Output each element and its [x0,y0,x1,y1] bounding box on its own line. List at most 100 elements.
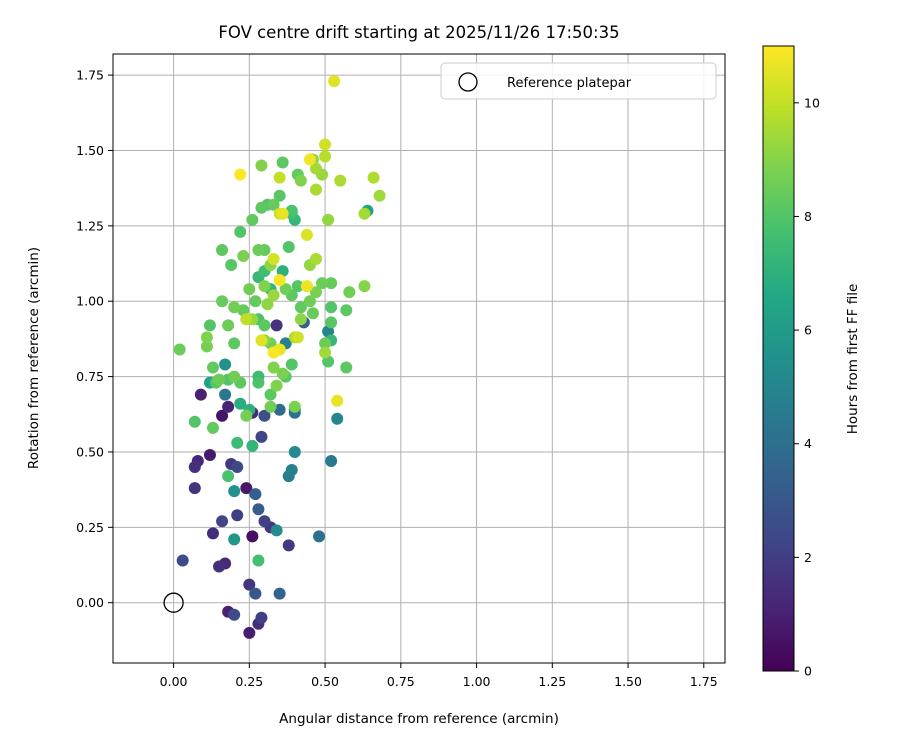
data-point [291,280,304,293]
data-point [255,201,268,214]
data-point [255,611,268,624]
data-point [294,174,307,187]
data-point [373,189,386,202]
data-point [255,430,268,443]
colorbar-frame [762,45,795,672]
data-point [252,376,265,389]
legend-box [440,62,717,100]
data-point [228,370,241,383]
data-point [319,337,332,350]
data-point [216,243,229,256]
data-point [294,301,307,314]
y-tick-label: 0.75 [76,369,104,384]
data-point [325,455,338,468]
data-point [225,259,238,272]
x-axis-ticks: 0.00 0.25 0.50 0.75 1.00 1.25 1.50 1.75 [160,663,718,689]
data-point [237,249,250,262]
data-point [276,367,289,380]
data-point [328,75,341,88]
data-point [249,587,262,600]
data-point [300,228,313,241]
colorbar-tick-label: 10 [804,95,820,110]
data-point [249,488,262,501]
data-point [234,168,247,181]
data-point [246,213,259,226]
data-point [309,183,322,196]
data-point [285,204,298,217]
data-point [203,319,216,332]
data-point [231,436,244,449]
data-point [340,304,353,317]
colorbar-tick-label: 8 [804,209,812,224]
y-tick-label: 1.00 [76,294,104,309]
data-point [267,253,280,266]
x-axis-label: Angular distance from reference (arcmin) [279,711,559,727]
data-point [306,307,319,320]
y-tick-label: 1.50 [76,143,104,158]
data-point [228,301,241,314]
data-point [213,373,226,386]
data-point [243,283,256,296]
y-tick-label: 1.75 [76,68,104,83]
data-point [300,280,313,293]
y-tick-label: 1.25 [76,218,104,233]
data-point [267,346,280,359]
data-point [173,343,186,356]
data-point [264,388,277,401]
data-point [358,207,371,220]
data-point [288,400,301,413]
colorbar-gradient [763,46,794,671]
data-point [243,626,256,639]
colorbar-label: Hours from first FF file [845,284,861,435]
data-point [322,325,335,338]
y-tick-label: 0.25 [76,520,104,535]
data-point [206,527,219,540]
data-points [173,75,386,639]
data-point [291,331,304,344]
data-point [279,283,292,296]
data-point [246,439,259,452]
data-point [246,530,259,543]
data-point [231,461,244,474]
data-point [343,286,356,299]
data-point [203,448,216,461]
data-point [213,560,226,573]
data-point [273,171,286,184]
data-point [216,515,229,528]
data-point [228,337,241,350]
data-point [219,388,232,401]
data-point [276,207,289,220]
data-point [358,280,371,293]
colorbar-tick-label: 6 [804,323,812,338]
data-point [240,409,253,422]
data-point [325,301,338,314]
data-point [252,503,265,516]
x-tick-label: 0.25 [235,674,263,689]
colorbar-ticks: 0 2 4 6 8 10 [794,95,820,679]
colorbar: 0 2 4 6 8 10 Hours from first FF file [762,45,861,679]
data-point [303,153,316,166]
colorbar-tick-label: 4 [804,436,812,451]
data-point [316,277,329,290]
data-point [237,304,250,317]
data-point [219,358,232,371]
data-point [270,524,283,537]
data-point [285,464,298,477]
data-point [188,482,201,495]
data-point [258,319,271,332]
y-tick-label: 0.50 [76,444,104,459]
data-point [309,162,322,175]
data-point [285,358,298,371]
data-point [188,415,201,428]
data-point [264,400,277,413]
data-point [176,554,189,567]
reference-platepar-marker [163,592,184,613]
data-point [231,509,244,522]
data-point [240,482,253,495]
data-point [325,316,338,329]
data-point [243,578,256,591]
data-point [228,608,241,621]
data-point [319,150,332,163]
data-point [340,361,353,374]
